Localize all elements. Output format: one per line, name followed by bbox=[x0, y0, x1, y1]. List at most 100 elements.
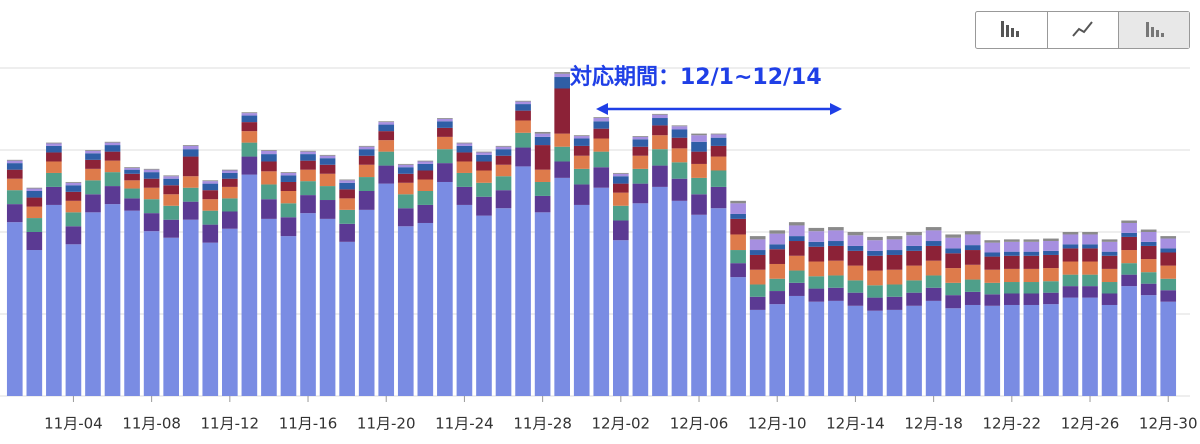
bar-segment bbox=[515, 100, 531, 102]
bar-segment bbox=[378, 121, 395, 123]
bar-segment bbox=[867, 297, 883, 311]
x-tick-label: 12月-26 bbox=[1061, 415, 1120, 433]
bar-button[interactable] bbox=[1001, 21, 1019, 37]
bar-segment bbox=[202, 242, 219, 396]
bar-segment bbox=[182, 219, 199, 396]
bar-segment bbox=[534, 195, 551, 213]
bar-segment bbox=[749, 269, 766, 285]
bar-segment bbox=[730, 203, 746, 214]
bar-segment bbox=[437, 118, 453, 122]
bar-segment bbox=[26, 188, 43, 191]
bar-segment bbox=[984, 305, 1001, 396]
bar-segment bbox=[456, 186, 473, 205]
bar-segment bbox=[456, 204, 473, 396]
bar-segment bbox=[1140, 283, 1157, 296]
x-tick-label: 12月-02 bbox=[592, 415, 651, 433]
bar-segment bbox=[906, 250, 922, 266]
bar-segment bbox=[300, 181, 316, 196]
line-button[interactable] bbox=[1072, 21, 1093, 37]
bar-segment bbox=[652, 165, 668, 187]
bar-segment bbox=[828, 300, 844, 396]
bar-segment bbox=[339, 189, 355, 199]
bar-segment bbox=[46, 152, 62, 162]
bar-segment bbox=[867, 250, 883, 256]
bar-segment bbox=[397, 163, 414, 165]
plot-area: 11月-04 11月-08 11月-12 11月-16 11月-20 11月-24 11月-… bbox=[0, 67, 1198, 433]
bar-segment bbox=[6, 163, 23, 170]
bar-segment bbox=[847, 265, 864, 281]
bar-segment bbox=[1160, 252, 1177, 266]
bar-segment bbox=[124, 188, 140, 199]
bar-segment bbox=[437, 127, 453, 137]
bar-segment bbox=[613, 240, 629, 396]
bar-segment bbox=[1082, 274, 1098, 287]
bar-segment bbox=[1062, 274, 1079, 287]
bar-segment bbox=[163, 178, 179, 186]
bar-segment bbox=[1101, 251, 1118, 256]
bar-segment bbox=[828, 287, 844, 301]
bar-segment bbox=[417, 222, 434, 396]
bar-segment bbox=[593, 128, 610, 139]
bar-segment bbox=[652, 135, 668, 150]
bar-segment bbox=[241, 113, 258, 116]
bar-segment bbox=[847, 250, 864, 266]
bar-segment bbox=[1004, 239, 1020, 242]
bar-segment bbox=[593, 121, 610, 129]
bar-segment bbox=[593, 151, 610, 168]
bar-segment bbox=[6, 204, 23, 223]
bar-segment bbox=[515, 104, 531, 111]
bar-segment bbox=[867, 270, 883, 286]
bar-segment bbox=[749, 284, 766, 297]
bar-segment bbox=[788, 295, 805, 396]
bar-segment bbox=[143, 199, 160, 214]
bar-segment bbox=[222, 228, 238, 396]
bar-segment bbox=[85, 153, 101, 160]
bar-segment bbox=[573, 136, 590, 139]
bar-segment bbox=[261, 154, 277, 162]
bar-segment bbox=[788, 282, 805, 296]
bar-segment bbox=[1004, 293, 1020, 305]
bar-segment bbox=[1043, 304, 1059, 396]
bar-segment bbox=[358, 145, 375, 147]
bar-segment bbox=[691, 194, 707, 215]
bar-segment bbox=[163, 205, 179, 220]
bar-segment bbox=[261, 171, 277, 185]
bar-segment bbox=[300, 213, 316, 396]
bar-segment bbox=[691, 133, 707, 136]
bar-segment bbox=[6, 169, 23, 179]
bar-segment bbox=[6, 160, 23, 164]
bar-segment bbox=[554, 73, 570, 78]
bar-segment bbox=[749, 309, 766, 396]
bar-segment bbox=[691, 214, 707, 396]
bar-segment bbox=[1023, 251, 1040, 256]
bar-segment bbox=[788, 241, 805, 256]
bar-segment bbox=[339, 241, 355, 396]
bar-segment bbox=[222, 178, 238, 187]
bar-segment bbox=[300, 169, 316, 182]
bar-segment bbox=[613, 176, 629, 184]
bar-segment bbox=[945, 248, 961, 254]
bar-segment bbox=[222, 169, 238, 171]
bar-segment bbox=[749, 254, 766, 270]
bar-segment bbox=[124, 168, 140, 170]
bar-segment bbox=[1160, 236, 1177, 239]
bar-segment bbox=[945, 295, 961, 309]
bar-segment bbox=[163, 237, 179, 396]
bar-segment bbox=[808, 246, 825, 262]
bar-segment bbox=[417, 161, 434, 164]
bar-segment bbox=[554, 161, 570, 178]
bar-segment bbox=[143, 178, 160, 188]
bar-segment bbox=[104, 186, 121, 205]
bar-segment bbox=[573, 155, 590, 169]
bar-segment bbox=[476, 151, 492, 153]
bar-segment bbox=[1101, 239, 1118, 242]
bar-segment bbox=[984, 242, 1001, 253]
bar-segment bbox=[397, 194, 414, 209]
bar-segment bbox=[1082, 232, 1098, 235]
bar-segment bbox=[65, 182, 82, 186]
bar-segment bbox=[222, 211, 238, 229]
bar-segment bbox=[1101, 255, 1118, 269]
period-arrow bbox=[596, 103, 842, 115]
bar-segment bbox=[886, 269, 903, 285]
bar-segment bbox=[85, 159, 101, 169]
